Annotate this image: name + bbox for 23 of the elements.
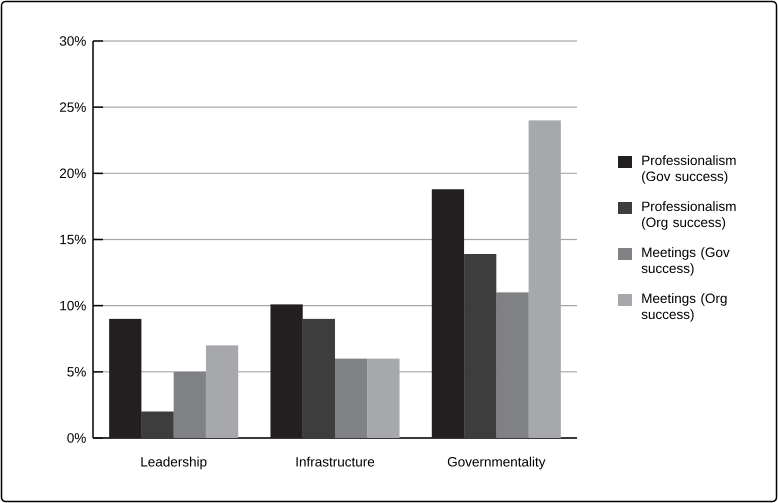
bar <box>464 254 496 438</box>
y-tick-label: 15% <box>60 234 86 244</box>
y-tick-label: 30% <box>60 36 86 46</box>
y-tick-label: 20% <box>60 168 86 178</box>
bar <box>109 318 142 438</box>
bar <box>270 304 303 438</box>
y-tick-label: 10% <box>60 300 86 310</box>
y-tick-label: 25% <box>60 102 86 112</box>
bar <box>432 189 464 438</box>
legend-label: Meetings (Gov success) <box>642 247 730 276</box>
legend-label: Professionalism (Gov success) <box>642 155 736 184</box>
bar <box>302 318 336 438</box>
y-tick-label: 5% <box>67 367 86 377</box>
bar <box>174 372 206 438</box>
x-tick-label: Leadership <box>141 456 206 470</box>
x-tick-label: Governmentality <box>448 456 546 470</box>
bar <box>496 292 529 438</box>
bar <box>335 358 368 438</box>
legend-label: Professionalism (Org success) <box>642 201 736 230</box>
x-tick-label: Infrastructure <box>296 456 374 467</box>
y-tick-label: 0% <box>67 433 86 443</box>
bar <box>141 412 174 438</box>
legend-label: Meetings (Org success) <box>642 293 727 322</box>
